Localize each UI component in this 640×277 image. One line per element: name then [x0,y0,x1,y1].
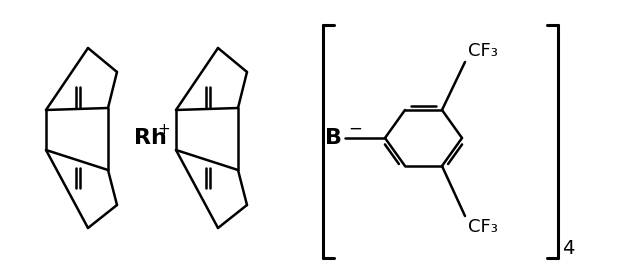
Text: B: B [325,128,342,148]
Text: CF₃: CF₃ [468,218,498,236]
Text: +: + [157,122,170,137]
Text: −: − [348,120,362,138]
Text: 4: 4 [562,239,574,258]
Text: CF₃: CF₃ [468,42,498,60]
Text: Rh: Rh [134,128,166,148]
